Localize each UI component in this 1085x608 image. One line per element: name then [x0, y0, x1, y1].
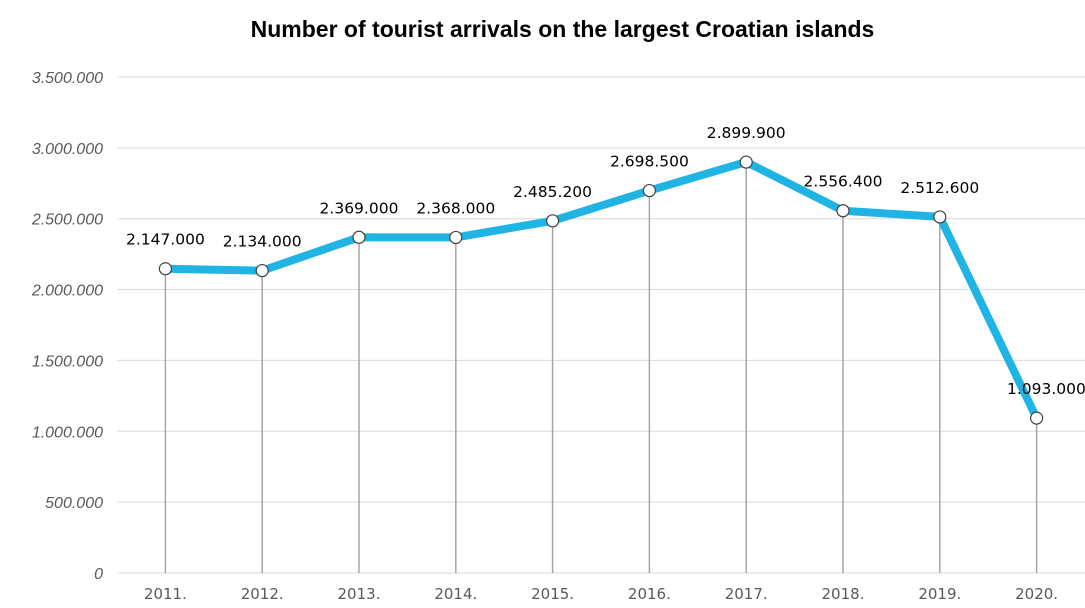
data-point [933, 210, 947, 224]
y-tick-label: 2.000.000 [31, 283, 103, 300]
data-point [255, 263, 269, 278]
x-tick-label: 2018. [822, 585, 865, 603]
x-tick-label: 2017. [725, 585, 768, 603]
data-point [449, 230, 463, 245]
x-tick-label: 2015. [531, 585, 574, 603]
data-point [836, 204, 850, 218]
data-label: 2.899.900 [707, 124, 786, 142]
data-label: 2.556.400 [804, 173, 883, 191]
series-line [161, 158, 1041, 423]
data-point [739, 155, 753, 169]
x-tick-label: 2014. [434, 585, 477, 603]
data-label: 2.369.000 [320, 199, 399, 217]
data-points [158, 155, 1044, 425]
data-label: 2.147.000 [126, 231, 205, 249]
x-axis: 2011. 2012. 2013. 2014. 2015. 2016. 2017. 2018.… [144, 585, 1058, 603]
data-label: 2.368.000 [416, 199, 495, 217]
data-label: 2.134.000 [223, 233, 302, 251]
chart-title: Number of tourist arrivals on the larges… [250, 16, 875, 42]
x-tick-label: 2016. [628, 585, 671, 603]
data-point [158, 262, 172, 276]
data-label: 2.698.500 [610, 153, 689, 171]
x-tick-label: 2019. [918, 585, 961, 603]
y-tick-label: 1.500.000 [32, 353, 103, 370]
y-tick-label: 1.000.000 [32, 424, 103, 441]
data-point [352, 230, 366, 244]
y-tick-label: 500.000 [45, 495, 103, 512]
y-tick-label: 3.500.000 [32, 70, 103, 87]
y-tick-label: 0 [94, 566, 103, 583]
x-tick-label: 2020. [1015, 585, 1058, 603]
y-gridlines [117, 76, 1085, 574]
data-labels: 2.147.000 2.134.000 2.369.000 2.368.000 2.48… [126, 124, 1085, 398]
data-point [545, 214, 560, 228]
x-tick-label: 2011. [144, 585, 187, 603]
data-label: 2.512.600 [900, 179, 979, 197]
data-point [642, 183, 657, 198]
x-tick-label: 2013. [338, 585, 381, 603]
data-point [1029, 411, 1044, 425]
data-label: 2.485.200 [513, 183, 592, 201]
y-tick-label: 3.000.000 [32, 141, 103, 158]
y-tick-label: 2.500.000 [31, 212, 103, 229]
drop-lines [164, 162, 1038, 573]
data-label: 1.093.000 [1007, 380, 1085, 398]
x-tick-label: 2012. [241, 585, 284, 603]
y-axis: 0 500.000 1.000.000 1.500.000 2.000.000 2.500… [31, 70, 103, 583]
